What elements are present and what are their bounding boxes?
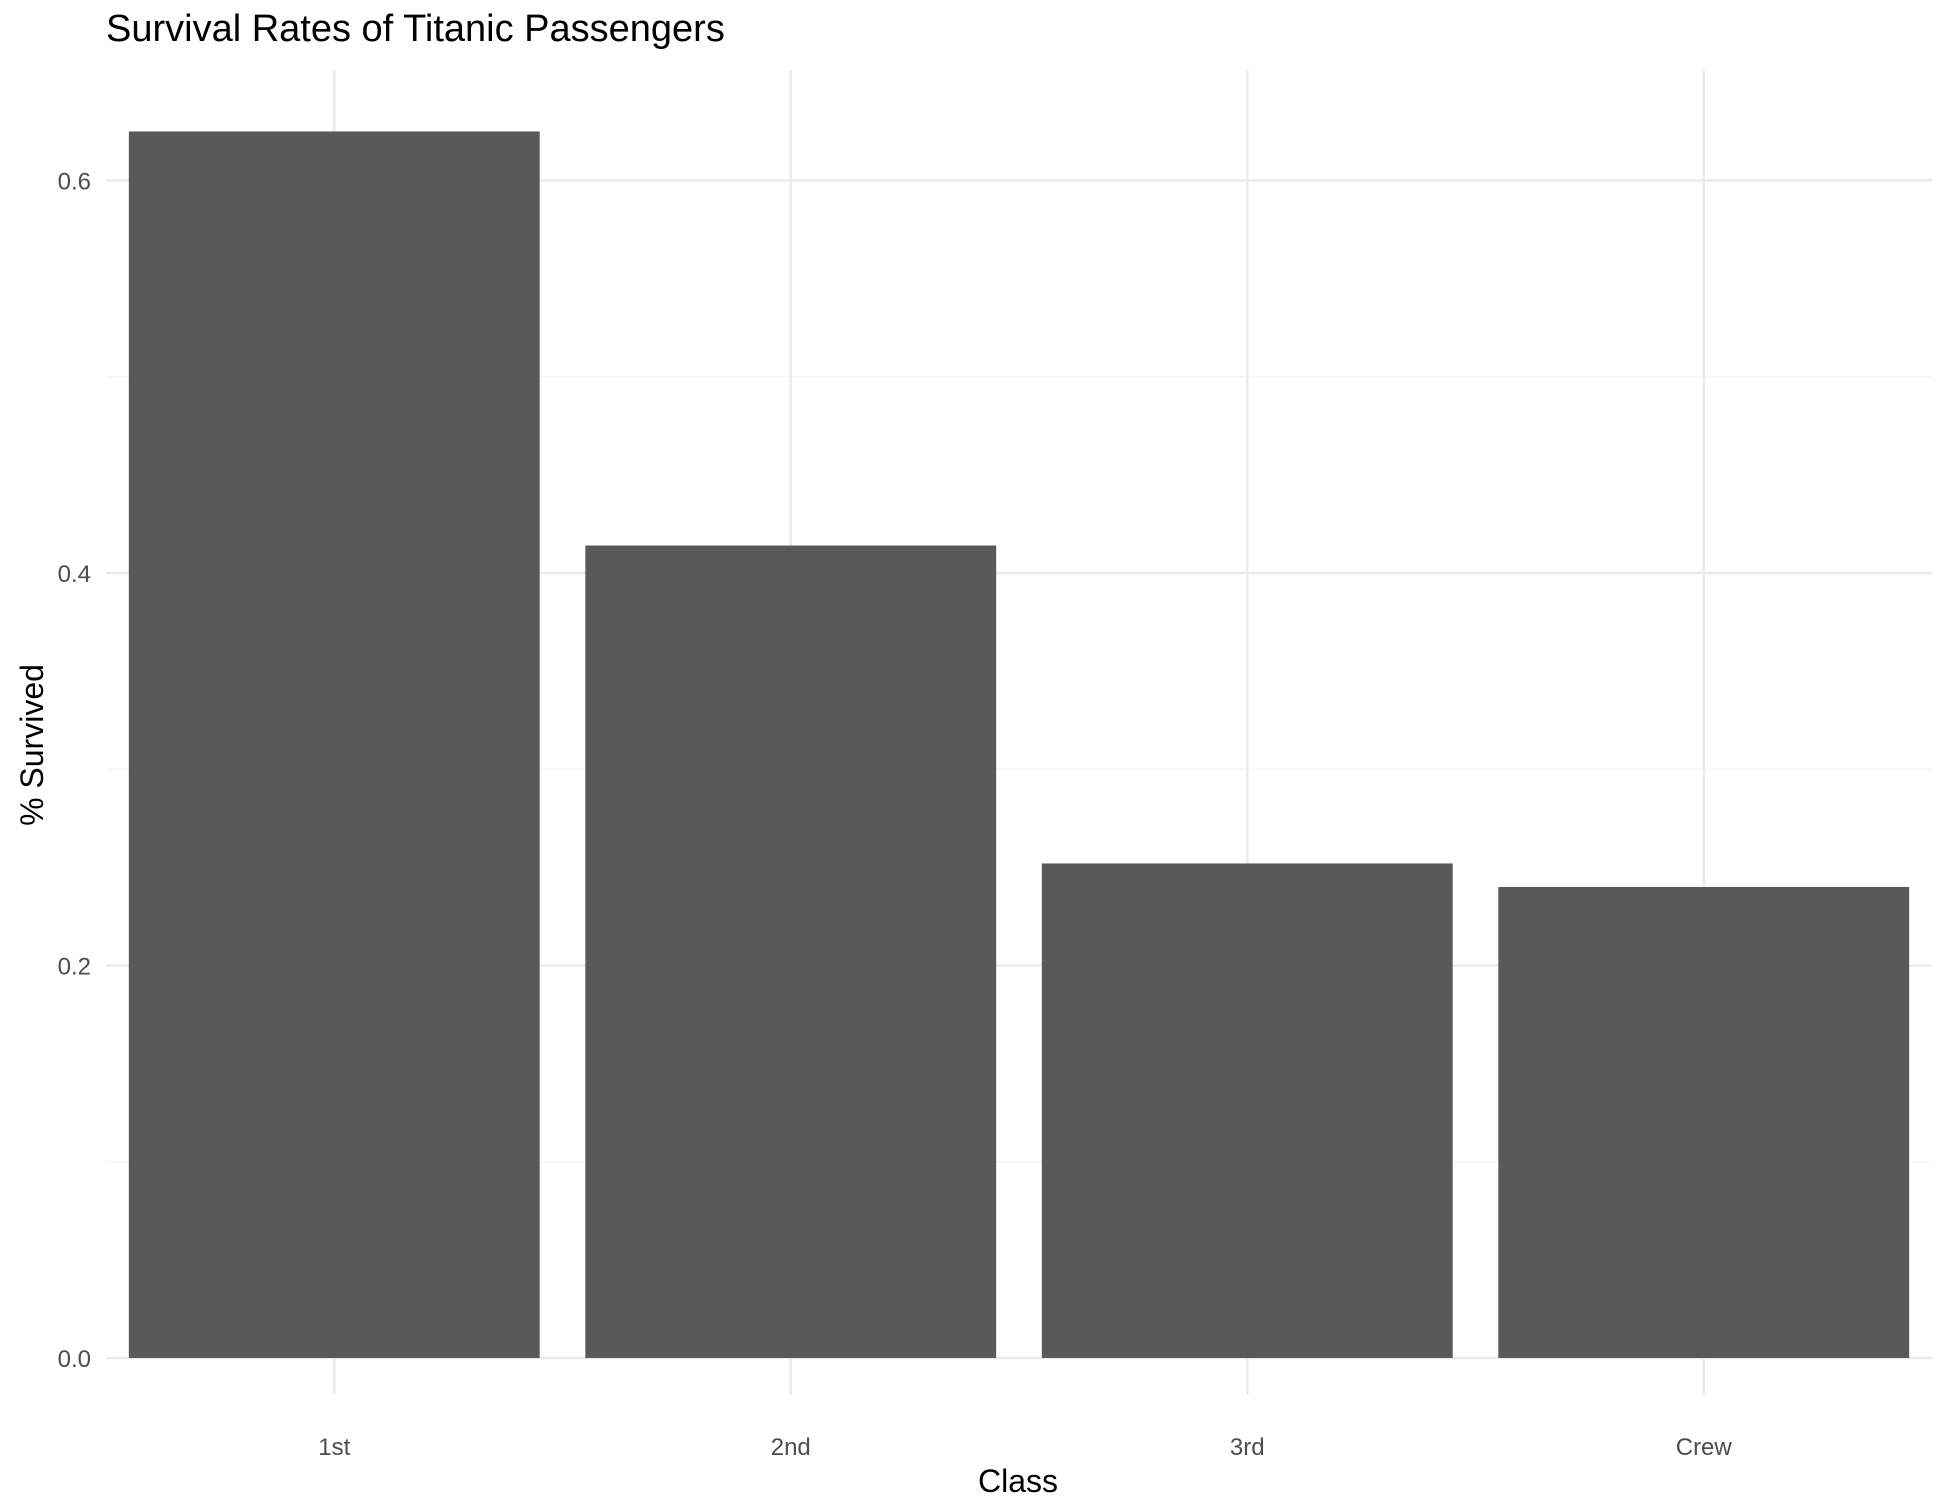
y-tick-label: 0.4	[58, 561, 91, 588]
x-tick-label: 1st	[318, 1434, 350, 1461]
bar-1st	[128, 131, 540, 1358]
y-tick-label: 0.0	[58, 1346, 91, 1373]
bar-3rd	[1041, 863, 1453, 1358]
x-tick-label: Crew	[1676, 1434, 1733, 1461]
chart-title: Survival Rates of Titanic Passengers	[106, 8, 725, 50]
bar-layer	[128, 131, 1910, 1358]
x-tick-labels: 1st 2nd 3rd Crew	[318, 1434, 1732, 1461]
x-tick-label: 3rd	[1230, 1434, 1265, 1461]
bar-2nd	[585, 545, 997, 1358]
y-tick-label: 0.2	[58, 954, 91, 981]
x-axis-title: Class	[978, 1463, 1058, 1499]
y-tick-labels: 0.0 0.2 0.4 0.6	[58, 169, 91, 1374]
y-tick-label: 0.6	[58, 169, 91, 196]
y-axis-title: % Survived	[14, 664, 50, 826]
bar-crew	[1498, 887, 1910, 1358]
x-tick-label: 2nd	[771, 1434, 811, 1461]
